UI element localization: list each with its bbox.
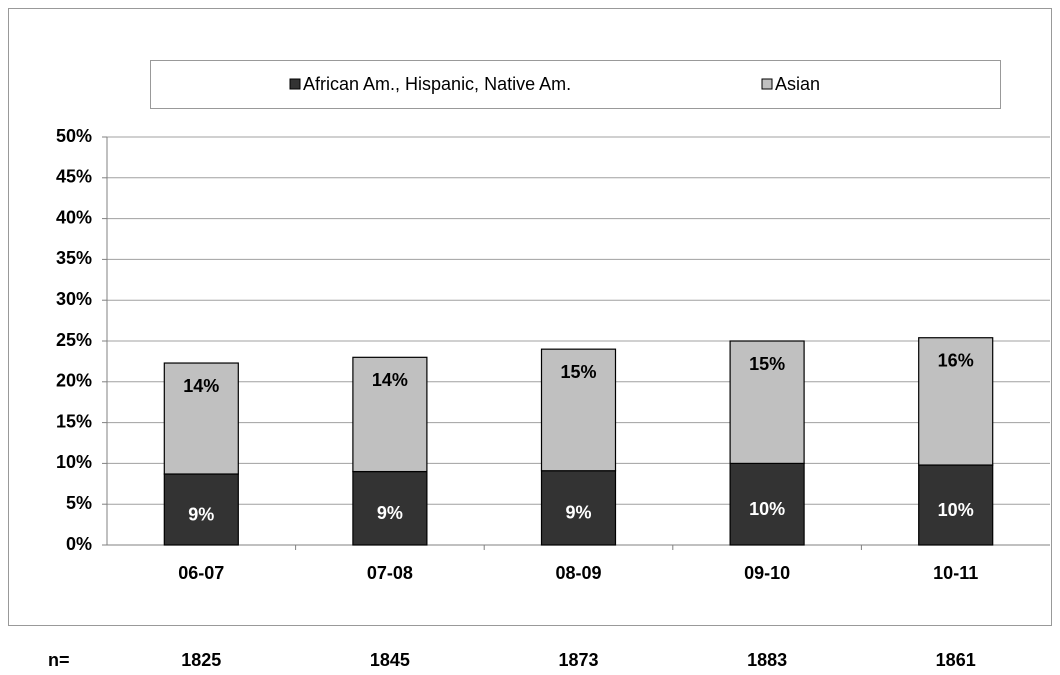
data-label: 9%: [377, 503, 403, 523]
data-label: 9%: [565, 503, 591, 523]
y-tick-label: 25%: [56, 330, 92, 350]
data-label: 14%: [372, 370, 408, 390]
legend-box: [150, 60, 1001, 109]
y-tick-label: 10%: [56, 452, 92, 472]
y-tick-label: 30%: [56, 289, 92, 309]
data-label: 15%: [749, 354, 785, 374]
legend-marker: [289, 78, 301, 90]
x-tick-label: 08-09: [555, 563, 601, 583]
bar-segment: [729, 340, 805, 465]
y-tick-label: 0%: [66, 534, 92, 554]
x-tick-label: 07-08: [367, 563, 413, 583]
x-tick-label: 06-07: [178, 563, 224, 583]
y-tick-label: 45%: [56, 167, 92, 187]
data-label: 14%: [183, 376, 219, 396]
bar-segment: [918, 464, 994, 546]
y-tick-label: 5%: [66, 493, 92, 513]
n-value: 1883: [747, 650, 787, 670]
n-value: 1845: [370, 650, 410, 670]
bar-segment: [163, 362, 239, 475]
data-label: 10%: [938, 500, 974, 520]
data-label: 9%: [188, 504, 214, 524]
n-value: 1861: [936, 650, 976, 670]
bar-segment: [352, 470, 428, 546]
bar-segment: [918, 337, 994, 466]
legend-marker: [761, 78, 773, 90]
data-label: 15%: [560, 362, 596, 382]
legend-label: African Am., Hispanic, Native Am.: [303, 74, 571, 94]
bar-segment: [540, 470, 617, 546]
y-tick-label: 15%: [56, 411, 92, 431]
legend-label: Asian: [775, 74, 820, 94]
n-label: n=: [48, 650, 70, 670]
data-label: 10%: [749, 499, 785, 519]
bar-segment: [352, 356, 428, 473]
y-tick-label: 40%: [56, 207, 92, 227]
y-tick-label: 20%: [56, 371, 92, 391]
bar-segment: [729, 462, 805, 546]
n-value: 1825: [181, 650, 221, 670]
y-tick-label: 35%: [56, 248, 92, 268]
n-value: 1873: [558, 650, 598, 670]
y-tick-label: 50%: [56, 126, 92, 146]
bar-segment: [540, 348, 617, 472]
x-tick-label: 10-11: [933, 563, 978, 583]
bar-segment: [163, 473, 239, 546]
x-tick-label: 09-10: [744, 563, 790, 583]
data-label: 16%: [938, 350, 974, 370]
